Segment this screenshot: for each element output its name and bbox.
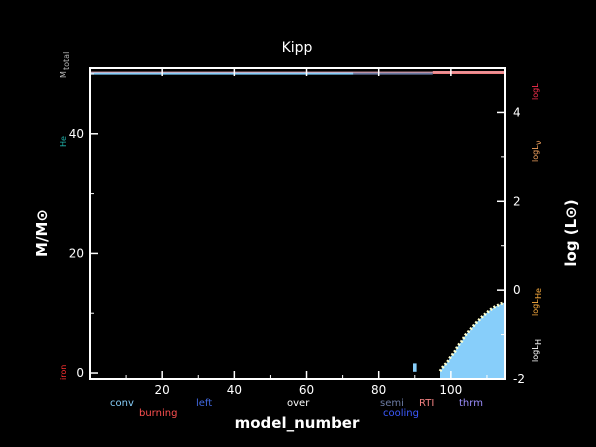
svg-text:logL: logL [531,299,540,316]
logLH-label: logL H [531,339,543,362]
logLnu-label: logL ν [531,140,543,162]
logL-label: logL [531,83,540,100]
burning-edge-0 [438,300,506,373]
y-left-tick-label: 0 [76,366,84,380]
area-conv-4 [413,363,417,372]
x-axis-label: model_number [235,414,360,432]
mtotal-label: M total [59,52,71,78]
x-tick-label: 60 [299,383,314,397]
legend-over: over [287,398,310,409]
x-tick-label: 40 [227,383,242,397]
plot-frame [89,67,506,380]
y-right-tick-label: -2 [513,372,525,386]
legend-semi: semi [380,398,404,409]
area-conv-0 [440,302,505,379]
he-label: He [59,136,68,147]
svg-text:He: He [534,288,543,299]
legend-conv: conv [110,398,134,409]
y-axis-label-left: M/M⊙ [33,209,51,257]
logLHe-label: logL He [531,288,543,316]
svg-text:logL: logL [531,345,540,362]
area-semi-2 [353,72,433,75]
svg-text:H: H [534,339,543,345]
legend-cooling: cooling [383,408,419,419]
x-tick-label: 20 [155,383,170,397]
svg-text:total: total [62,52,71,70]
iron-label: iron [59,365,68,380]
y-left-tick-label: 40 [69,127,84,141]
y-axis-label-right: log (L⊙) [562,199,580,266]
x-tick-label: 80 [371,383,386,397]
legend-rti: RTI [419,398,434,409]
y-right-tick-label: 4 [513,105,521,119]
area-conv-1 [90,72,354,75]
x-tick-label: 100 [439,383,462,397]
y-right-tick-label: 0 [513,283,521,297]
kipp-areas [90,71,506,379]
y-right-tick-label: 2 [513,194,521,208]
legend-burning: burning [139,408,177,419]
y-left-tick-label: 20 [69,246,84,260]
svg-text:logL: logL [531,145,540,162]
svg-text:M: M [59,71,68,78]
legend-left: left [196,398,212,409]
tick-labels: 20 40 60 80 100 0 20 40 -2 0 2 4 [69,105,525,397]
axis-ticks [90,67,505,380]
legend-thrm: thrm [459,398,483,409]
chart-title: Kipp [282,40,313,56]
svg-text:ν: ν [534,140,543,145]
